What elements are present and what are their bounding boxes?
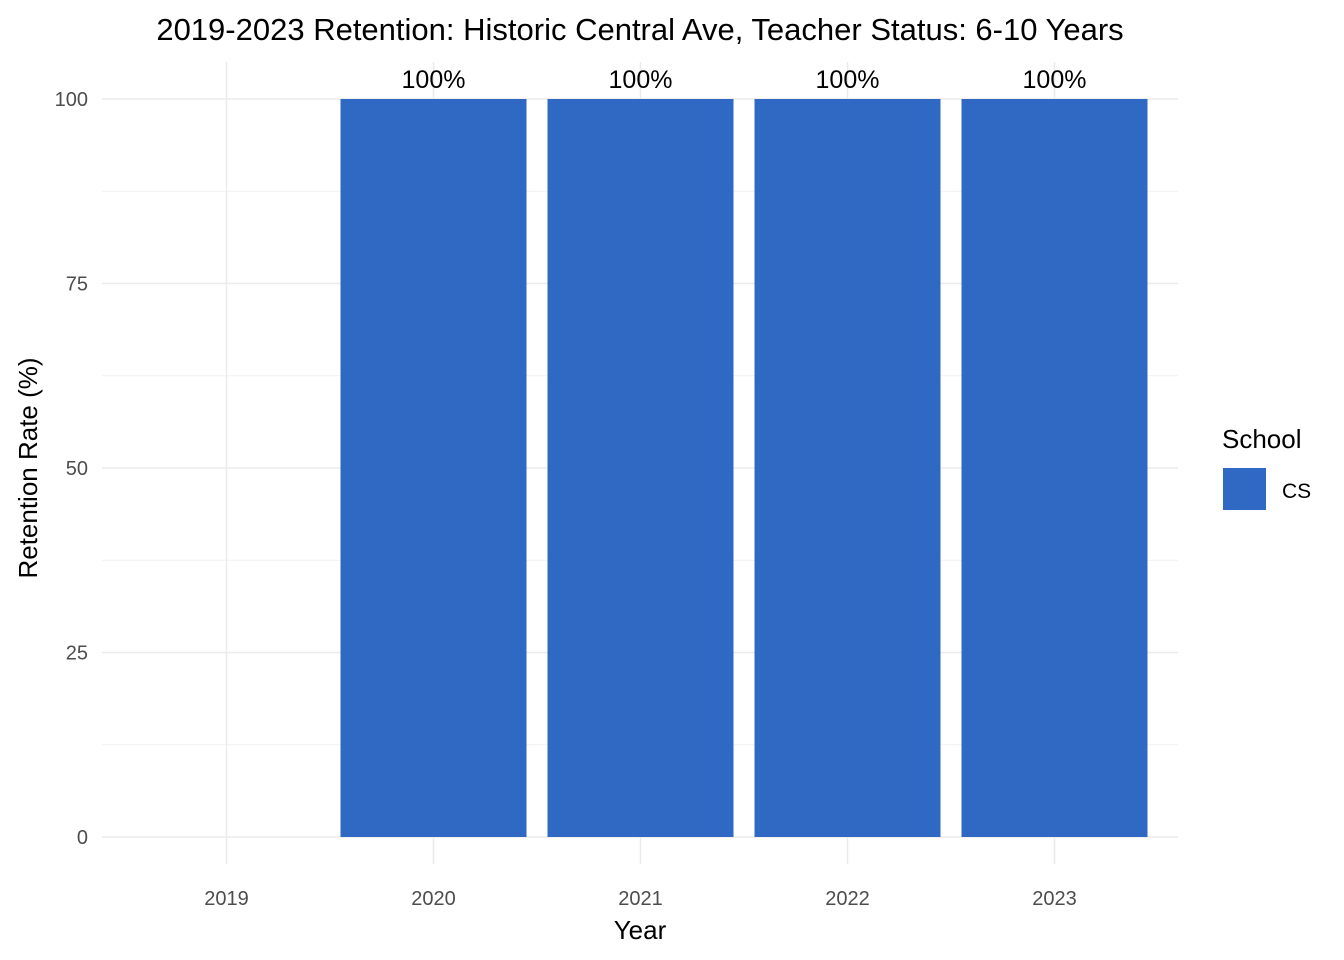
legend-key-cs bbox=[1223, 468, 1266, 510]
data-label-2022: 100% bbox=[816, 66, 880, 94]
y-tick-label: 50 bbox=[66, 458, 88, 480]
data-label-2020: 100% bbox=[402, 66, 466, 94]
x-tick-label: 2022 bbox=[825, 888, 870, 910]
data-labels: 100% 100% 100% 100% bbox=[402, 66, 1087, 94]
y-tick-label: 100 bbox=[55, 89, 88, 111]
x-tick-label: 2023 bbox=[1032, 888, 1077, 910]
y-tick-label: 0 bbox=[77, 827, 88, 849]
x-tick-label: 2021 bbox=[618, 888, 663, 910]
x-tick-label: 2019 bbox=[204, 888, 249, 910]
bar-2022 bbox=[754, 99, 941, 837]
bars bbox=[340, 99, 1148, 837]
legend: School CS bbox=[1222, 424, 1311, 510]
legend-title: School bbox=[1222, 424, 1302, 454]
bar-2021 bbox=[547, 99, 734, 837]
x-axis-tick-labels: 2019 2020 2021 2022 2023 bbox=[204, 888, 1077, 910]
legend-label-cs: CS bbox=[1282, 480, 1311, 503]
x-tick-label: 2020 bbox=[411, 888, 456, 910]
chart-title: 2019-2023 Retention: Historic Central Av… bbox=[156, 12, 1123, 47]
y-axis-tick-labels: 0 25 50 75 100 bbox=[55, 89, 88, 849]
data-label-2023: 100% bbox=[1023, 66, 1087, 94]
y-tick-label: 75 bbox=[66, 274, 88, 296]
x-axis-title: Year bbox=[614, 915, 667, 945]
y-tick-label: 25 bbox=[66, 643, 88, 665]
bar-2020 bbox=[340, 99, 527, 837]
y-axis-title: Retention Rate (%) bbox=[13, 357, 43, 578]
bar-2023 bbox=[961, 99, 1148, 837]
data-label-2021: 100% bbox=[609, 66, 673, 94]
